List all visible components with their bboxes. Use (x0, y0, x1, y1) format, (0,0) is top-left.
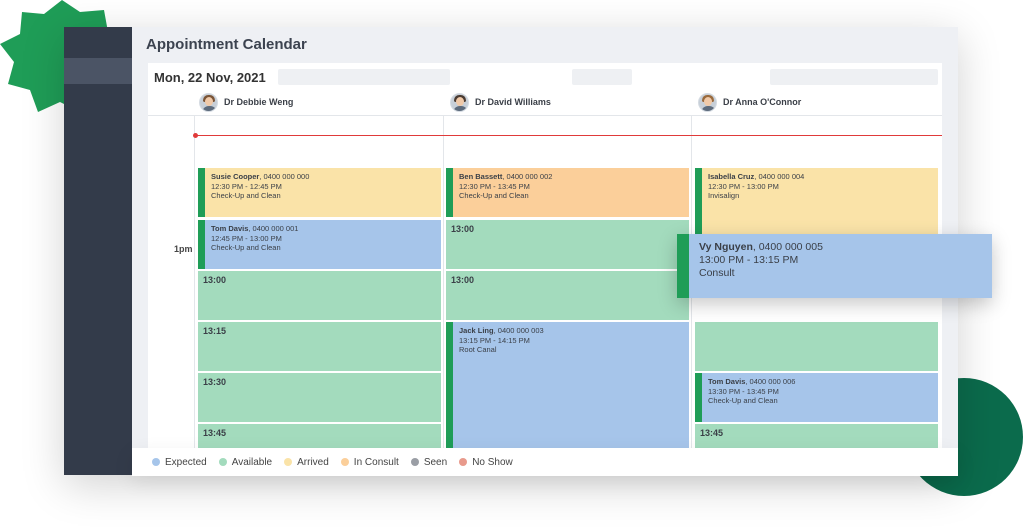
legend-item: No Show (459, 457, 513, 468)
slot-time-label: 13:15 (203, 326, 227, 336)
patient-phone: , 0400 000 001 (248, 224, 299, 233)
legend-label: Expected (165, 456, 207, 468)
column-divider (443, 115, 444, 475)
patient-name: Susie Cooper (211, 172, 260, 181)
status-legend: Expected Available Arrived In Consult Se… (132, 448, 958, 476)
legend-item: Expected (152, 457, 207, 468)
patient-name: Tom Davis (211, 224, 249, 233)
appointment-reason: Check-Up and Clean (459, 191, 529, 200)
appointment-slot[interactable]: Tom Davis, 0400 000 006 13:30 PM - 13:45… (695, 373, 938, 422)
sidebar (64, 27, 132, 475)
available-slot[interactable]: 13:00 (198, 271, 441, 320)
appointment-time: 12:30 PM - 13:00 PM (708, 181, 779, 191)
legend-label: No Show (472, 456, 513, 468)
available-slot[interactable]: 13:00 (446, 220, 689, 269)
doctor-name: Dr David Williams (475, 97, 551, 107)
appointment-time: 13:15 PM - 14:15 PM (459, 335, 530, 345)
patient-name: Vy Nguyen (699, 241, 753, 253)
app-window: Appointment Calendar Mon, 22 Nov, 2021 D… (64, 27, 958, 475)
doctor-name: Dr Anna O'Connor (723, 97, 802, 107)
patient-phone: , 0400 000 004 (754, 172, 805, 181)
appointment-time: 12:45 PM - 13:00 PM (211, 233, 282, 243)
doctor-avatar-icon (199, 92, 218, 112)
patient-phone: , 0400 000 006 (745, 377, 796, 386)
placeholder-bar (770, 69, 938, 85)
doctor-header[interactable]: Dr David Williams (450, 91, 551, 113)
doctor-name: Dr Debbie Weng (224, 97, 294, 107)
appointment-reason: Root Canal (459, 345, 497, 354)
available-slot[interactable]: 13:00 (446, 271, 689, 320)
patient-phone: , 0400 000 003 (493, 326, 544, 335)
available-slot[interactable]: 13:30 (198, 373, 441, 422)
appointment-reason: Invisalign (708, 191, 740, 200)
doctor-header[interactable]: Dr Debbie Weng (199, 91, 293, 113)
appointment-reason: Check-Up and Clean (211, 191, 281, 200)
patient-phone: , 0400 000 005 (752, 241, 823, 253)
appointment-time: 13:00 PM - 13:15 PM (699, 254, 799, 266)
legend-dot (459, 458, 468, 466)
appointment-slot[interactable]: Tom Davis, 0400 000 001 12:45 PM - 13:00… (198, 220, 441, 269)
slot-time-label: 13:00 (203, 275, 227, 285)
patient-name: Isabella Cruz (708, 172, 755, 181)
legend-item: Seen (410, 456, 448, 468)
patient-name: Tom Davis (708, 377, 746, 386)
appointment-slot[interactable]: Susie Cooper, 0400 000 000 12:30 PM - 12… (198, 168, 441, 217)
slot-time-label: 13:45 (203, 428, 227, 438)
appointment-time: 13:30 PM - 13:45 PM (708, 386, 779, 396)
time-label: 1pm (174, 244, 193, 254)
legend-dot (284, 458, 293, 466)
legend-item: Arrived (284, 457, 329, 468)
doctor-header[interactable]: Dr Anna O'Connor (698, 91, 801, 113)
available-slot[interactable]: 13:15 (198, 322, 441, 371)
available-slot[interactable] (695, 322, 938, 371)
appointment-slot[interactable]: Ben Bassett, 0400 000 002 12:30 PM - 13:… (446, 168, 689, 217)
dragged-appointment-card[interactable]: Vy Nguyen, 0400 000 005 13:00 PM - 13:15… (677, 234, 992, 298)
appointment-time: 12:30 PM - 13:45 PM (459, 181, 530, 191)
legend-label: Arrived (297, 456, 329, 468)
legend-dot (152, 458, 160, 466)
appointment-reason: Check-Up and Clean (708, 396, 778, 405)
patient-name: Jack Ling (459, 326, 494, 335)
legend-dot (410, 458, 419, 466)
sidebar-item-active[interactable] (64, 58, 132, 84)
page-title: Appointment Calendar (146, 36, 307, 53)
legend-label: Available (231, 456, 273, 468)
patient-name: Ben Bassett (459, 172, 503, 181)
slot-time-label: 13:30 (203, 377, 227, 387)
slot-time-label: 13:00 (451, 275, 475, 285)
legend-dot (218, 458, 227, 466)
doctor-avatar-icon (450, 92, 469, 112)
current-time-dot (193, 133, 198, 138)
placeholder-bar (572, 69, 632, 85)
header-divider (148, 115, 942, 116)
placeholder-bar (278, 69, 450, 85)
patient-phone: , 0400 000 000 (259, 172, 310, 181)
column-divider (194, 115, 195, 475)
doctor-avatar-icon (698, 92, 717, 112)
legend-item: In Consult (340, 456, 399, 468)
appointment-time: 12:30 PM - 12:45 PM (211, 181, 282, 191)
appointment-reason: Consult (699, 267, 735, 279)
legend-item: Available (218, 456, 273, 468)
legend-label: Seen (423, 456, 448, 468)
patient-phone: , 0400 000 002 (502, 172, 553, 181)
legend-dot (340, 458, 349, 466)
slot-time-label: 13:00 (451, 224, 475, 234)
slot-time-label: 13:45 (700, 428, 724, 438)
calendar-date: Mon, 22 Nov, 2021 (154, 70, 266, 85)
legend-label: In Consult (353, 456, 399, 468)
appointment-reason: Check-Up and Clean (211, 243, 281, 252)
current-time-line (194, 135, 942, 136)
